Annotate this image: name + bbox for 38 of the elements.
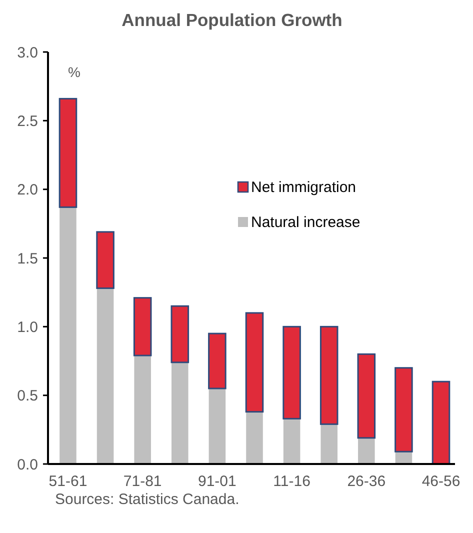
- bar: [96, 231, 114, 289]
- bar: [358, 438, 375, 464]
- y-tick-label: 1.0: [17, 318, 38, 336]
- x-tick-label: 51-61: [48, 473, 88, 490]
- y-tick-label: 3.0: [17, 44, 38, 62]
- bar: [245, 312, 264, 413]
- legend-label: Net immigration: [251, 179, 356, 196]
- bar: [60, 207, 76, 464]
- bar: [357, 353, 376, 439]
- y-axis-title: %: [68, 64, 80, 80]
- y-tick-label: 1.5: [17, 250, 38, 268]
- x-tick-label: 91-01: [198, 473, 236, 490]
- x-tick-label: 11-16: [273, 473, 310, 490]
- bar: [283, 418, 300, 464]
- x-tick-label: 46-56: [422, 473, 460, 490]
- bar: [208, 332, 226, 390]
- bar: [134, 356, 151, 464]
- x-tick-label: 26-36: [347, 473, 386, 490]
- bar: [282, 326, 301, 420]
- chart-title: Annual Population Growth: [122, 10, 342, 30]
- bar: [208, 388, 226, 464]
- y-tick-label: 2.5: [17, 112, 38, 130]
- bar: [320, 326, 338, 425]
- bar: [96, 288, 114, 464]
- legend-label: Natural increase: [251, 214, 360, 231]
- y-tick-label: 0.0: [17, 456, 38, 474]
- bar: [394, 367, 413, 452]
- bar: [133, 297, 152, 356]
- bar: [172, 362, 188, 464]
- bar: [170, 305, 190, 364]
- x-tick-label: 71-81: [123, 473, 162, 490]
- bar: [58, 98, 78, 208]
- bar: [246, 412, 263, 464]
- bar: [320, 424, 338, 464]
- y-tick-label: 2.0: [17, 182, 38, 199]
- y-tick-label: 0.5: [17, 388, 38, 405]
- bar: [432, 380, 450, 465]
- source-note: Sources: Statistics Canada.: [55, 491, 240, 508]
